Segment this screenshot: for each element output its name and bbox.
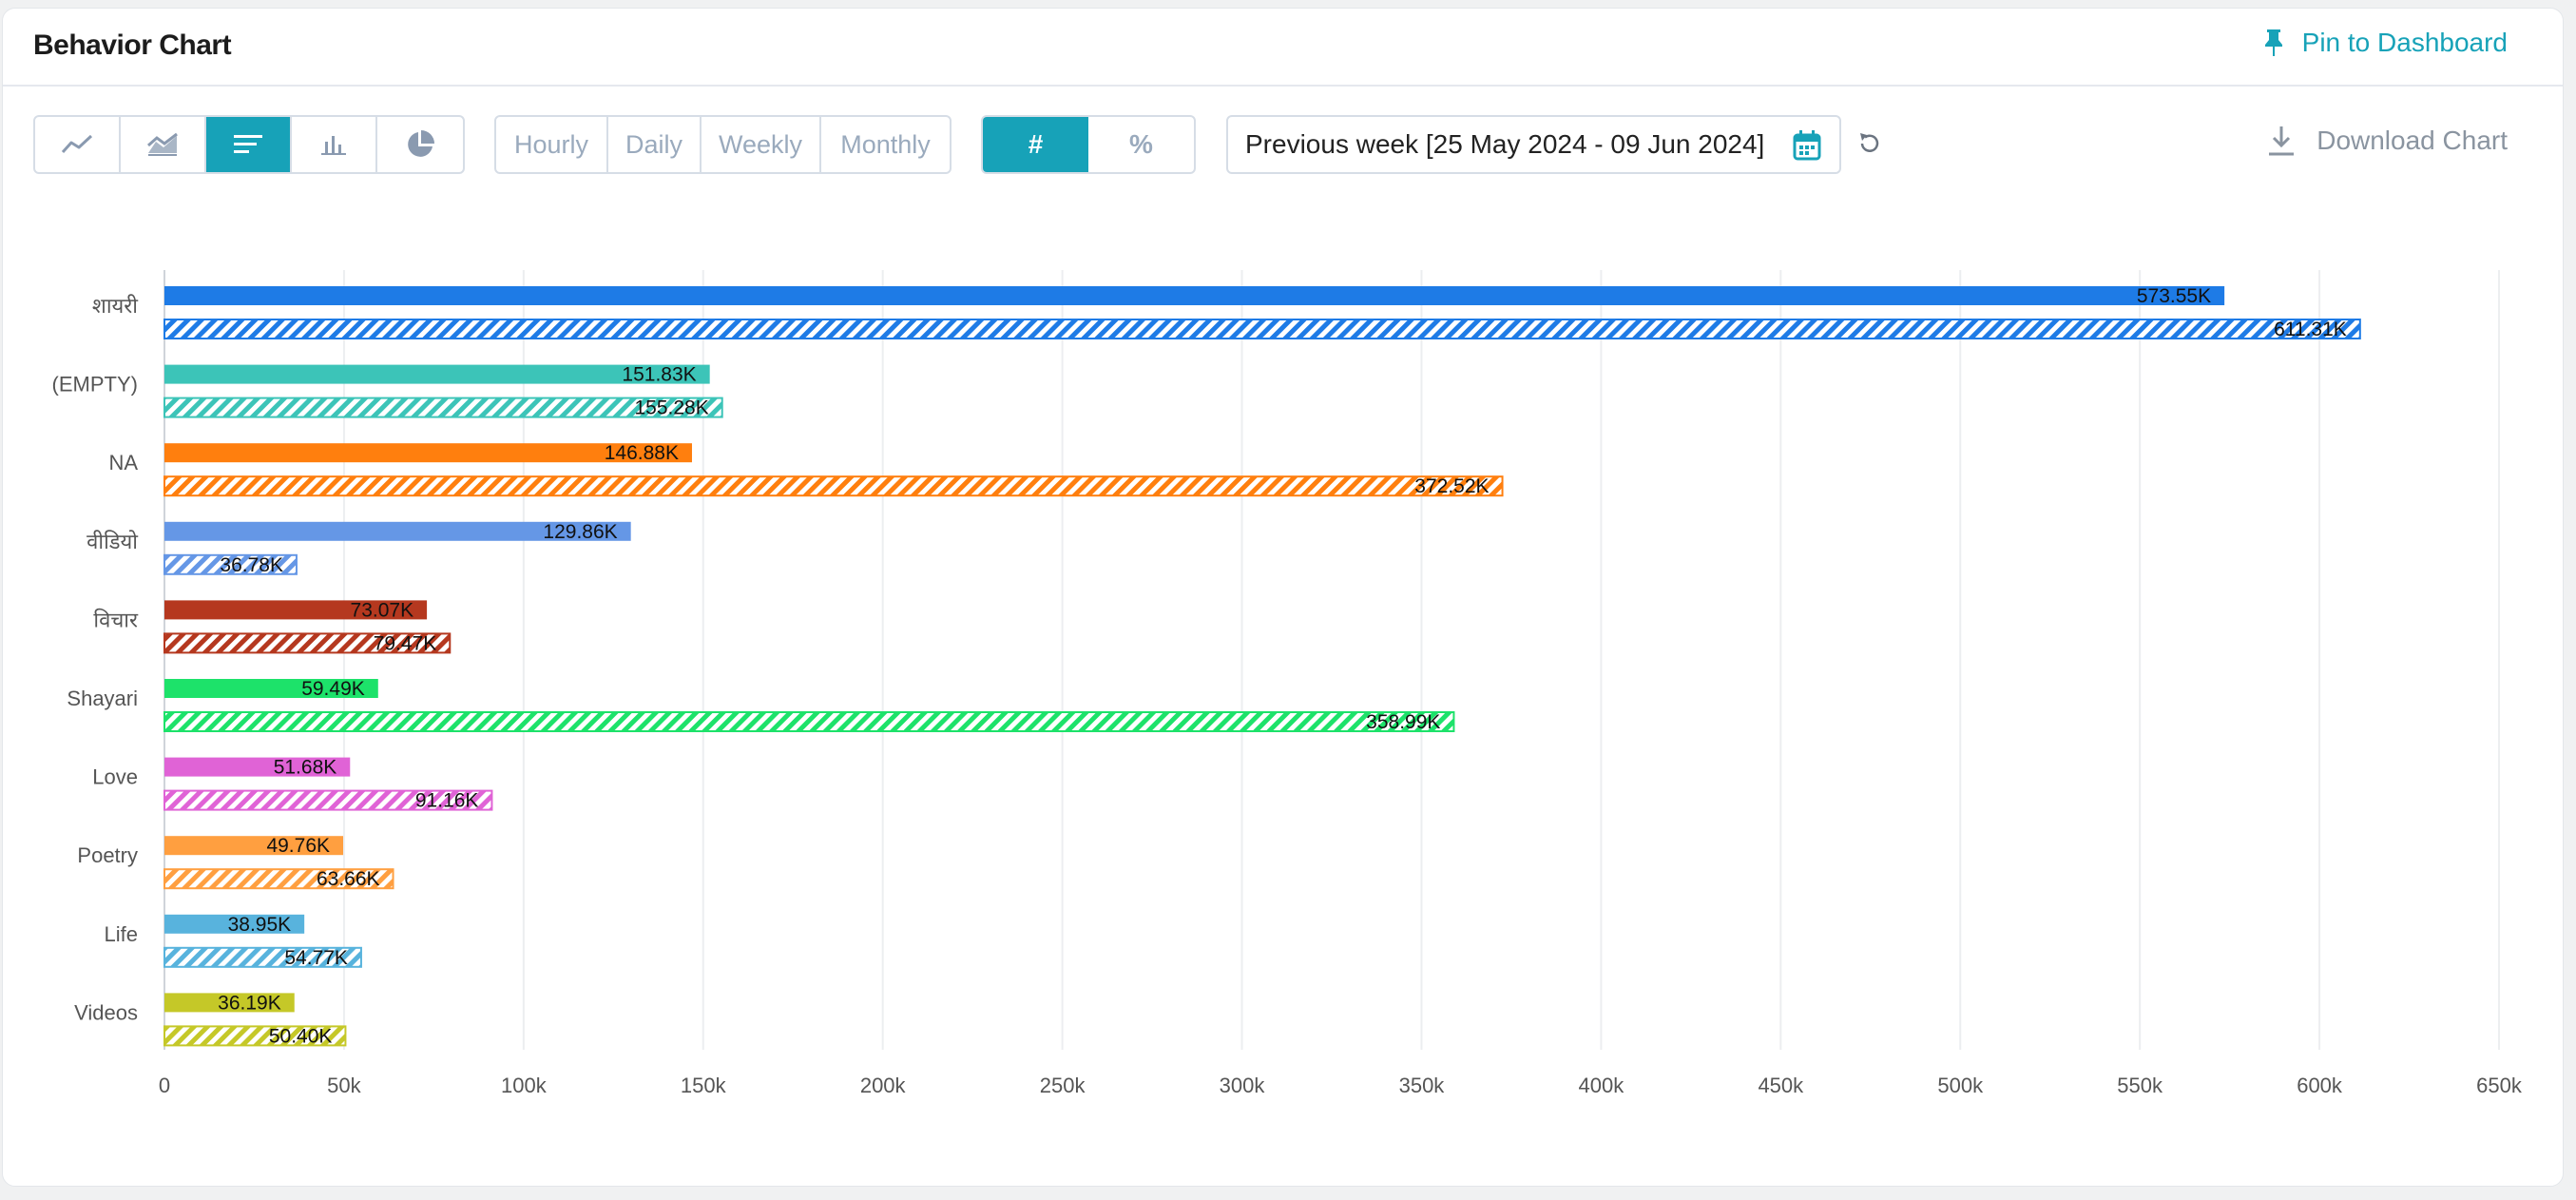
x-tick-label: 500k bbox=[1937, 1074, 1984, 1097]
bar-solid[interactable] bbox=[164, 521, 631, 541]
bar-solid[interactable] bbox=[164, 993, 295, 1013]
y-category-label: Poetry bbox=[77, 843, 138, 867]
x-tick-label: 350k bbox=[1399, 1074, 1446, 1097]
bar-solid[interactable] bbox=[164, 679, 378, 698]
x-tick-label: 650k bbox=[2476, 1074, 2523, 1097]
x-tick-label: 50k bbox=[327, 1074, 361, 1097]
x-tick-label: 450k bbox=[1758, 1074, 1804, 1097]
card-header: Behavior Chart Pin to Dashboard bbox=[3, 9, 2563, 87]
data-label: 73.07K bbox=[351, 599, 414, 621]
data-label: 59.49K bbox=[301, 678, 365, 700]
bar-solid[interactable] bbox=[164, 364, 710, 384]
download-chart-button[interactable]: Download Chart bbox=[2267, 125, 2508, 157]
vertical-bar-chart-icon bbox=[321, 136, 346, 155]
y-category-label: शायरी bbox=[92, 294, 138, 318]
bar-hatched[interactable] bbox=[163, 319, 2361, 339]
pie-chart-icon bbox=[408, 130, 434, 157]
bar-hatched[interactable] bbox=[163, 397, 723, 418]
bar-solid[interactable] bbox=[164, 836, 344, 856]
calendar-icon bbox=[1793, 130, 1821, 161]
pin-icon bbox=[2264, 29, 2282, 56]
area-chart-button[interactable] bbox=[121, 117, 206, 172]
bar-hatched[interactable] bbox=[163, 946, 362, 968]
date-range-picker[interactable]: Previous week [25 May 2024 - 09 Jun 2024… bbox=[1226, 115, 1841, 174]
x-tick-label: 0 bbox=[159, 1074, 170, 1097]
vertical-bar-chart-button[interactable] bbox=[292, 117, 377, 172]
bar-hatched[interactable] bbox=[163, 711, 1455, 732]
period-weekly-button[interactable]: Weekly bbox=[702, 117, 821, 172]
chart-type-selector bbox=[33, 115, 465, 174]
y-category-label: Love bbox=[92, 765, 138, 789]
x-tick-label: 400k bbox=[1579, 1074, 1625, 1097]
data-label: 358.99K bbox=[1366, 711, 1440, 733]
data-label: 79.47K bbox=[374, 632, 437, 654]
bar-solid[interactable] bbox=[164, 914, 305, 934]
pin-label: Pin to Dashboard bbox=[2301, 28, 2508, 57]
data-label: 36.78K bbox=[220, 554, 283, 576]
bar-hatched[interactable] bbox=[163, 475, 1504, 497]
period-monthly-button[interactable]: Monthly bbox=[840, 129, 931, 159]
bar-solid[interactable] bbox=[164, 600, 428, 620]
x-tick-label: 300k bbox=[1220, 1074, 1266, 1097]
data-label: 51.68K bbox=[274, 757, 337, 779]
y-category-label: विचार bbox=[93, 608, 139, 631]
y-category-label: NA bbox=[108, 451, 138, 474]
data-label: 54.77K bbox=[284, 947, 348, 969]
data-label: 49.76K bbox=[266, 835, 330, 857]
mode-count-button[interactable]: # bbox=[983, 117, 1088, 172]
pie-chart-button[interactable] bbox=[377, 117, 463, 172]
area-chart-icon bbox=[147, 132, 178, 156]
x-tick-label: 150k bbox=[681, 1074, 727, 1097]
behavior-chart-card: Behavior Chart Pin to Dashboard bbox=[2, 8, 2564, 1187]
line-chart-button[interactable] bbox=[35, 117, 121, 172]
pin-to-dashboard-button[interactable]: Pin to Dashboard bbox=[2262, 28, 2508, 58]
reset-icon bbox=[1860, 133, 1879, 152]
chart-title: Behavior Chart bbox=[33, 29, 232, 61]
data-label: 611.31K bbox=[2274, 319, 2347, 340]
period-selector: Hourly Daily Weekly Monthly bbox=[494, 115, 952, 174]
horizontal-bar-chart-icon bbox=[234, 135, 262, 153]
horizontal-bar-chart: 0 50k 100k 150k 200k 250k 300k 350k 400k 450k 500k… bbox=[52, 270, 2523, 1097]
data-label: 36.19K bbox=[218, 992, 281, 1014]
period-daily-button[interactable]: Daily bbox=[608, 117, 702, 172]
horizontal-bar-chart-button[interactable] bbox=[206, 117, 292, 172]
date-range-text: Previous week [25 May 2024 - 09 Jun 2024… bbox=[1245, 129, 1765, 159]
bar-solid[interactable] bbox=[164, 286, 2225, 305]
data-label: 155.28K bbox=[634, 397, 708, 419]
y-category-label: वीडियो bbox=[87, 530, 138, 553]
data-label: 63.66K bbox=[317, 868, 380, 890]
period-hourly-button[interactable]: Hourly bbox=[496, 117, 608, 172]
bar-hatched[interactable] bbox=[163, 553, 298, 575]
bar-solid[interactable] bbox=[164, 443, 692, 463]
y-category-label: Videos bbox=[74, 1000, 138, 1024]
x-tick-label: 250k bbox=[1040, 1074, 1086, 1097]
download-icon bbox=[2269, 126, 2295, 156]
y-category-label: Life bbox=[105, 922, 138, 946]
download-label: Download Chart bbox=[2316, 126, 2508, 155]
bar-hatched[interactable] bbox=[163, 789, 493, 811]
bar-solid[interactable] bbox=[164, 757, 351, 777]
y-category-label: Shayari bbox=[67, 687, 138, 710]
x-tick-label: 200k bbox=[860, 1074, 907, 1097]
bar-hatched[interactable] bbox=[163, 632, 452, 654]
data-label: 50.40K bbox=[269, 1025, 333, 1047]
mode-percent-button[interactable]: % bbox=[1129, 129, 1153, 159]
x-tick-label: 600k bbox=[2297, 1074, 2343, 1097]
chart-toolbar: Hourly Daily Weekly Monthly # % Previous… bbox=[3, 115, 2563, 176]
line-chart-icon bbox=[61, 134, 93, 154]
data-label: 573.55K bbox=[2137, 285, 2211, 307]
x-tick-label: 550k bbox=[2117, 1074, 2163, 1097]
bar-hatched[interactable] bbox=[163, 868, 394, 890]
reset-button[interactable] bbox=[1856, 130, 1883, 162]
y-category-label: (EMPTY) bbox=[52, 373, 138, 397]
data-label: 151.83K bbox=[622, 364, 696, 386]
data-label: 372.52K bbox=[1414, 475, 1489, 497]
value-mode-toggle: # % bbox=[981, 115, 1196, 174]
x-tick-label: 100k bbox=[501, 1074, 548, 1097]
data-label: 129.86K bbox=[543, 521, 617, 543]
bar-hatched[interactable] bbox=[163, 1025, 347, 1047]
data-label: 38.95K bbox=[228, 914, 292, 936]
data-label: 146.88K bbox=[605, 442, 679, 464]
data-label: 91.16K bbox=[415, 790, 479, 812]
